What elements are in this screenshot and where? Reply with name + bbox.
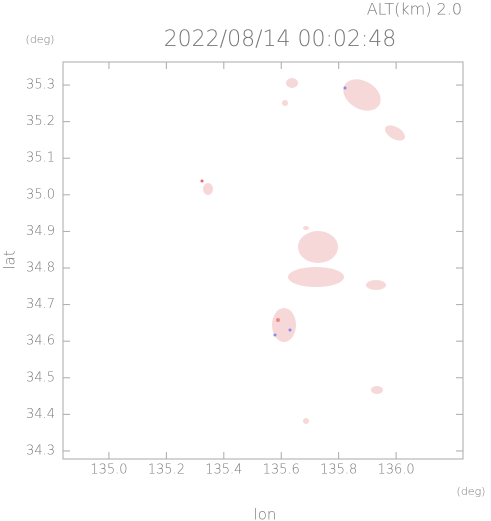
y-tick-label: 35.0: [26, 187, 55, 202]
y-tick-label: 34.5: [26, 370, 55, 385]
x-tick-label: 135.8: [320, 463, 357, 478]
x-tick-label: 136.0: [377, 463, 414, 478]
plot-frame: [62, 61, 464, 460]
chart-title: 2022/08/14 00:02:48: [164, 27, 397, 52]
y-tick-label: 35.3: [26, 78, 55, 93]
y-unit: (deg): [26, 33, 55, 46]
y-tick-label: 34.4: [26, 407, 55, 422]
y-tick-label: 35.1: [26, 151, 55, 166]
annotation: ALT(km) 2.0: [367, 0, 462, 19]
y-axis-label: lat: [1, 250, 19, 269]
y-tick-label: 34.8: [26, 261, 55, 276]
y-tick-label: 34.7: [26, 297, 55, 312]
x-tick-label: 135.2: [148, 463, 185, 478]
x-tick-label: 135.0: [90, 463, 127, 478]
x-unit: (deg): [457, 485, 486, 498]
echoes: [200, 78, 405, 424]
y-tick-label: 34.6: [26, 334, 55, 349]
x-tick-label: 135.6: [263, 463, 300, 478]
y-tick-label: 35.2: [26, 114, 55, 129]
y-tick-label: 34.9: [26, 224, 55, 239]
y-tick-label: 34.3: [26, 443, 55, 458]
x-tick-label: 135.4: [205, 463, 242, 478]
x-axis-label: lon: [254, 506, 277, 521]
